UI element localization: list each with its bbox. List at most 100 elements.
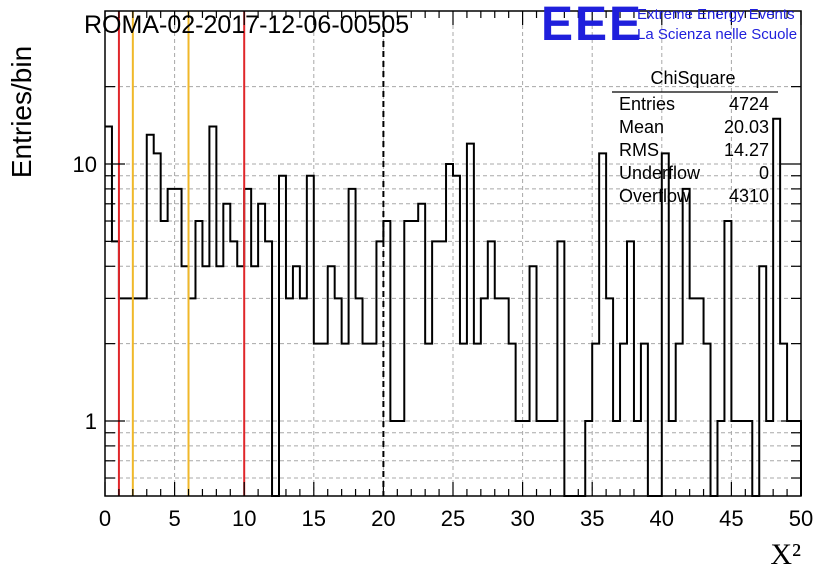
histogram-bin xyxy=(676,344,683,496)
histogram-bin xyxy=(537,421,544,496)
eee-logo-mark: EEE xyxy=(541,0,643,51)
histogram-bin xyxy=(411,221,418,496)
stats-value-entries: 4724 xyxy=(729,94,769,114)
x-tick-label: 0 xyxy=(99,506,111,531)
stats-label-overflow: Overflow xyxy=(619,186,691,206)
histogram-bin xyxy=(314,344,321,496)
histogram-bin xyxy=(244,189,251,496)
histogram-bin xyxy=(369,344,376,496)
histogram-bin xyxy=(669,421,676,496)
histogram-bin xyxy=(745,421,752,496)
histogram-bin xyxy=(279,176,286,496)
histogram-bin xyxy=(613,421,620,496)
histogram-bin xyxy=(189,298,196,496)
histogram-bin xyxy=(474,344,481,496)
x-tick-label: 35 xyxy=(580,506,604,531)
histogram-bin xyxy=(418,204,425,496)
histogram-bin xyxy=(697,298,704,496)
histogram-bin xyxy=(717,421,724,496)
histogram-bin xyxy=(349,189,356,496)
histogram-bin xyxy=(342,344,349,496)
stats-title: ChiSquare xyxy=(650,68,735,88)
histogram-bin xyxy=(439,241,446,496)
histogram-bin xyxy=(209,126,216,496)
histogram-bin xyxy=(509,344,516,496)
histogram-bin xyxy=(683,189,690,496)
histogram-bin xyxy=(321,344,328,496)
x-axis-label: X² xyxy=(770,538,801,571)
histogram-bin xyxy=(223,204,230,496)
histogram-bin xyxy=(147,135,154,496)
histogram-bin xyxy=(523,421,530,496)
histogram-bin xyxy=(363,344,370,496)
histogram-bin xyxy=(550,421,557,496)
histogram-bin xyxy=(195,221,202,496)
histogram-bin xyxy=(376,241,383,496)
axis-ticks-layer xyxy=(104,11,802,496)
histogram-bin xyxy=(690,298,697,496)
stats-value-overflow: 4310 xyxy=(729,186,769,206)
x-tick-label: 15 xyxy=(302,506,326,531)
stats-box: ChiSquare Entries 4724 Mean 20.03 RMS 14… xyxy=(612,68,778,206)
histogram-bin xyxy=(397,421,404,496)
histogram-bin xyxy=(467,144,474,496)
histogram-bin xyxy=(446,164,453,496)
histogram-layer xyxy=(105,117,802,497)
histogram-bin xyxy=(432,241,439,496)
histogram-bin xyxy=(592,344,599,496)
stats-label-underflow: Underflow xyxy=(619,163,701,183)
histogram-bin xyxy=(383,221,390,496)
y-axis-label: Entries/bin xyxy=(6,46,37,178)
histogram-bin xyxy=(606,298,613,496)
histogram-bin xyxy=(704,344,711,496)
x-tick-label: 25 xyxy=(441,506,465,531)
histogram-bin xyxy=(780,344,787,496)
stats-label-mean: Mean xyxy=(619,117,664,137)
histogram-bin xyxy=(175,189,182,496)
histogram-bin xyxy=(530,266,537,496)
histogram-bin xyxy=(119,298,126,496)
stats-value-underflow: 0 xyxy=(759,163,769,183)
histogram-bin xyxy=(495,298,502,496)
histogram-bin xyxy=(230,241,237,496)
stats-value-rms: 14.27 xyxy=(724,140,769,160)
histogram-bin xyxy=(258,204,265,496)
histogram-bin xyxy=(460,344,467,496)
histogram-bin xyxy=(502,298,509,496)
histogram-bin xyxy=(161,221,168,496)
histogram-bin xyxy=(168,189,175,496)
histogram-bin xyxy=(307,176,314,496)
x-tick-label: 20 xyxy=(371,506,395,531)
histogram-bin xyxy=(634,421,641,496)
histogram-bin xyxy=(237,266,244,496)
x-tick-label: 30 xyxy=(510,506,534,531)
axis-tick-labels-layer: 0 5 10 15 20 25 30 35 40 45 50 1 10 xyxy=(73,152,814,531)
histogram-bin xyxy=(126,298,133,496)
histogram-bin xyxy=(133,298,140,496)
histogram-bin xyxy=(543,421,550,496)
histogram-bin xyxy=(641,344,648,496)
histogram-bin xyxy=(356,298,363,496)
histogram-outline xyxy=(105,117,802,497)
histogram-bin xyxy=(300,298,307,496)
histogram-bin xyxy=(766,421,773,496)
histogram-bin xyxy=(724,221,731,496)
histogram-bin xyxy=(585,421,592,496)
x-tick-label: 5 xyxy=(168,506,180,531)
histogram-bin xyxy=(488,241,495,496)
histogram-bin xyxy=(759,266,766,496)
histogram-bin xyxy=(599,153,606,496)
histogram-bin xyxy=(328,266,335,496)
y-tick-label: 1 xyxy=(85,409,97,434)
histogram-bin xyxy=(390,421,397,496)
eee-logo: EEE Extreme Energy Events La Scienza nel… xyxy=(541,0,797,51)
x-tick-label: 10 xyxy=(232,506,256,531)
histogram-bin xyxy=(516,421,523,496)
histogram-bin xyxy=(105,126,112,496)
histogram-bin xyxy=(453,176,460,496)
histogram-bin xyxy=(112,241,119,496)
y-tick-label: 10 xyxy=(73,152,97,177)
histogram-bin xyxy=(251,266,258,496)
histogram-bin xyxy=(140,298,147,496)
